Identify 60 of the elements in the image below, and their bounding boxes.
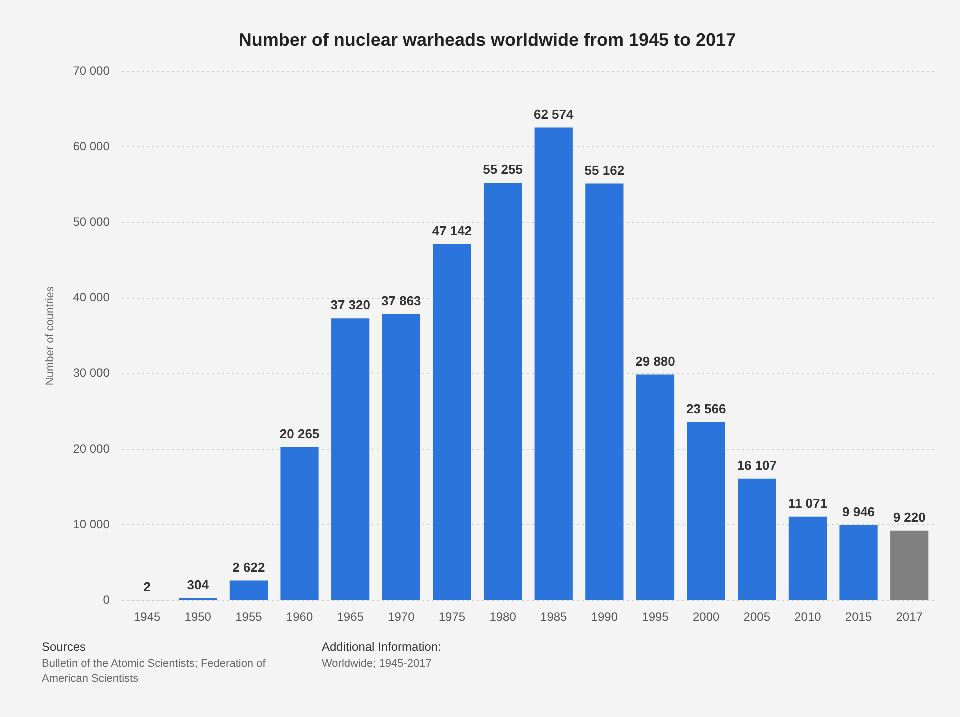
x-tick-label: 2000: [692, 610, 720, 624]
bar: [382, 314, 420, 600]
x-tick-label: 2010: [794, 610, 822, 624]
data-label: 23 566: [686, 402, 726, 417]
data-label: 20 265: [280, 426, 320, 442]
data-label: 55 255: [483, 162, 523, 178]
x-tick-label: 1960: [286, 610, 314, 624]
y-tick-label: 50 000: [73, 215, 110, 230]
data-label: 304: [187, 577, 210, 592]
y-tick-label: 0: [103, 592, 110, 607]
data-label: 11 071: [788, 496, 828, 512]
x-tick-label: 1980: [490, 610, 517, 624]
data-label: 9 946: [842, 504, 876, 520]
data-label: 62 574: [534, 106, 575, 122]
x-tick-label: 1945: [134, 610, 161, 624]
data-label: 16 107: [737, 458, 778, 473]
y-tick-label: 10 000: [73, 517, 110, 532]
x-tick-label: 1975: [438, 610, 466, 624]
y-axis-title: Number of countries: [44, 286, 57, 386]
bar: [230, 580, 268, 600]
bar: [788, 516, 828, 600]
bar: [534, 128, 573, 600]
data-label: 47 142: [432, 223, 472, 238]
data-label: 37 863: [382, 294, 422, 309]
bar: [636, 374, 675, 600]
x-tick-label: 1950: [184, 610, 212, 624]
data-label: 2: [144, 580, 151, 595]
bar: [687, 422, 726, 600]
y-tick-label: 70 000: [73, 64, 110, 78]
x-tick-label: 1970: [388, 610, 416, 624]
text: Sources: [42, 640, 88, 654]
x-tick-label: 2005: [744, 610, 771, 624]
bar: [840, 525, 878, 600]
bar: [433, 244, 472, 600]
x-tick-label: 1995: [642, 610, 670, 624]
y-tick-label: 60 000: [73, 139, 110, 154]
data-label: 37 320: [330, 298, 370, 313]
bar: [332, 318, 370, 600]
bar: [738, 478, 776, 600]
data-label: 9 220: [893, 510, 926, 525]
x-tick-label: 2015: [845, 610, 872, 624]
text: Additional Information:: [322, 640, 442, 654]
y-tick-label: 20 000: [73, 442, 110, 456]
x-tick-label: 1955: [236, 610, 263, 624]
data-label: 2 622: [232, 560, 266, 575]
y-tick-label: 30 000: [73, 366, 110, 380]
bar: [890, 530, 929, 600]
x-tick-label: 2017: [896, 610, 924, 624]
chart-title: Number of nuclear warheads worldwide from 1945 to 2017: [238, 30, 736, 50]
x-tick-label: 1990: [591, 610, 618, 624]
text: Worldwide; 1945-2017: [322, 657, 433, 672]
bar: [280, 447, 319, 600]
text: Bulletin of the Atomic Scientists; Federation of American Scientists: [42, 657, 267, 687]
bar: [586, 184, 624, 600]
x-tick-label: 1985: [540, 610, 568, 624]
data-label: 29 880: [636, 354, 676, 369]
y-tick-label: 40 000: [73, 290, 110, 305]
x-tick-label: 1965: [337, 610, 364, 624]
data-label: 55 162: [584, 162, 625, 178]
bar: [484, 183, 522, 600]
